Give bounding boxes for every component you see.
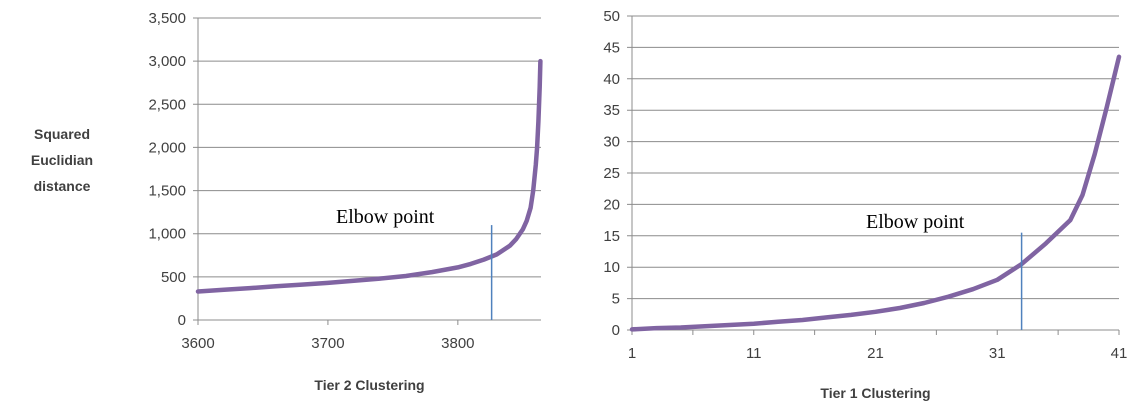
y-tick-label: 45 <box>603 39 620 56</box>
y-tick-label: 5 <box>612 291 620 308</box>
y-tick-label: 30 <box>603 134 620 151</box>
x-tick-label: 3700 <box>311 335 344 352</box>
x-tick-label: 1 <box>628 345 636 362</box>
y-tick-label: 40 <box>603 71 620 88</box>
y-tick-label: 0 <box>612 322 620 339</box>
x-tick-label: 21 <box>867 345 884 362</box>
y-tick-label: 25 <box>603 165 620 182</box>
y-axis-title-line: Squared <box>34 126 90 142</box>
y-tick-label: 10 <box>603 259 620 276</box>
y-axis-title-line: Euclidian <box>31 152 93 168</box>
y-tick-label: 3,500 <box>148 10 186 27</box>
elbow-point-label: Elbow point <box>866 211 965 233</box>
y-tick-label: 35 <box>603 102 620 119</box>
x-tick-label: 31 <box>989 345 1006 362</box>
y-tick-label: 500 <box>161 269 186 286</box>
y-tick-label: 0 <box>178 312 186 329</box>
series-line <box>195 58 543 294</box>
y-axis-title-line: distance <box>34 178 91 194</box>
y-tick-label: 20 <box>603 196 620 213</box>
x-axis-title: Tier 1 Clustering <box>820 385 930 401</box>
y-tick-label: 1,500 <box>148 183 186 200</box>
elbow-point-label: Elbow point <box>336 206 435 228</box>
y-tick-label: 3,000 <box>148 53 186 70</box>
x-tick-label: 3800 <box>441 335 474 352</box>
y-tick-label: 1,000 <box>148 226 186 243</box>
series-line <box>629 54 1122 332</box>
y-tick-label: 15 <box>603 228 620 245</box>
x-tick-label: 3600 <box>181 335 214 352</box>
y-tick-label: 2,500 <box>148 96 186 113</box>
x-tick-label: 11 <box>746 345 762 362</box>
x-axis-title: Tier 2 Clustering <box>314 377 424 393</box>
y-tick-label: 2,000 <box>148 139 186 156</box>
x-tick-label: 41 <box>1111 345 1128 362</box>
y-tick-label: 50 <box>603 8 620 25</box>
